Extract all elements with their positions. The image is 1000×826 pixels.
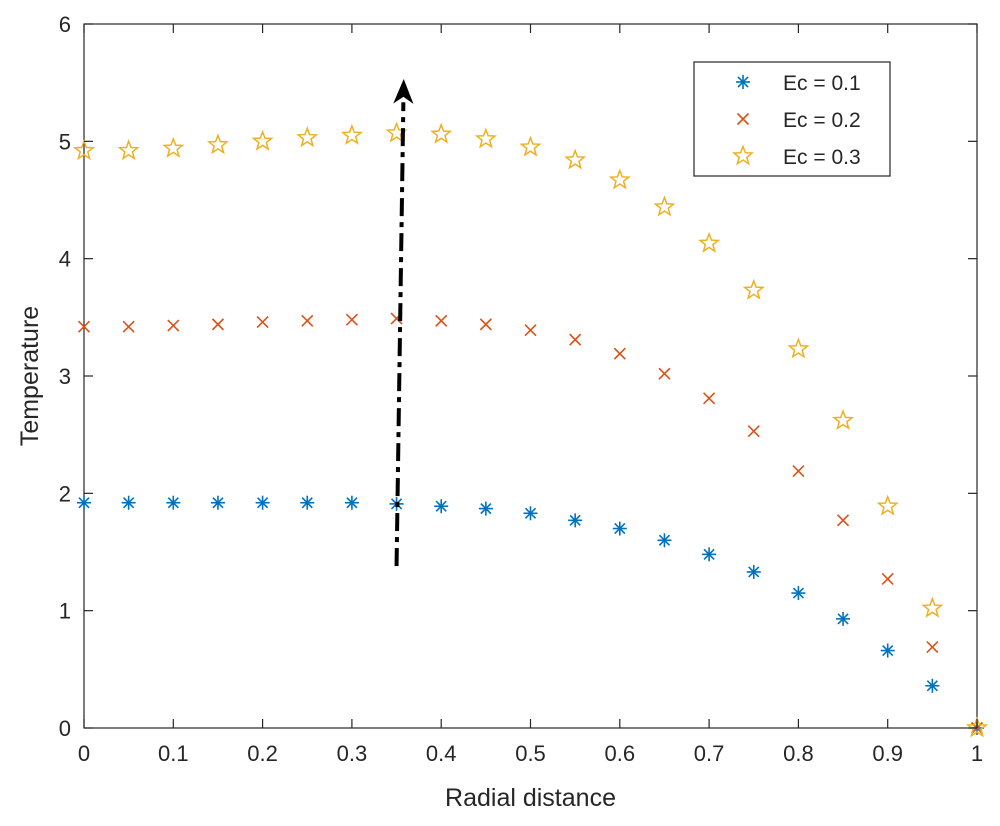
legend-marker xyxy=(731,144,755,166)
data-point xyxy=(791,586,806,601)
data-point xyxy=(430,122,453,144)
data-point xyxy=(747,425,760,438)
data-point xyxy=(478,501,493,516)
data-point xyxy=(344,495,359,510)
data-point xyxy=(926,640,939,654)
data-point xyxy=(206,133,230,155)
annotation-arrow xyxy=(393,78,414,567)
data-point xyxy=(612,521,627,536)
data-point xyxy=(519,135,542,157)
data-point xyxy=(836,611,851,626)
data-point xyxy=(881,572,894,586)
data-point xyxy=(166,495,181,510)
y-axis-label: Temperature xyxy=(16,306,44,446)
data-point xyxy=(787,337,810,359)
data-point xyxy=(474,127,497,149)
legend-marker xyxy=(736,112,750,126)
data-point xyxy=(653,195,676,217)
data-point xyxy=(698,231,721,253)
data-point xyxy=(564,148,587,170)
data-point xyxy=(965,716,989,738)
data-point xyxy=(703,392,716,405)
data-point xyxy=(77,320,91,333)
data-point xyxy=(523,506,538,521)
data-point xyxy=(876,494,899,516)
y-tick-label: 1 xyxy=(59,599,71,624)
data-point xyxy=(657,533,672,548)
x-tick-label: 0.2 xyxy=(247,741,278,766)
x-tick-label: 0 xyxy=(78,741,90,766)
x-tick-label: 0.6 xyxy=(605,741,636,766)
x-tick-label: 0.8 xyxy=(783,741,814,766)
y-tick-label: 2 xyxy=(59,481,71,506)
arrow-head xyxy=(393,78,414,104)
data-point xyxy=(296,126,319,148)
data-point xyxy=(167,319,180,332)
legend-label: Ec = 0.2 xyxy=(783,109,861,132)
data-point xyxy=(746,564,761,579)
data-point xyxy=(479,318,492,331)
data-point xyxy=(925,678,940,693)
annotation-layer xyxy=(393,78,414,567)
x-tick-label: 0.3 xyxy=(337,741,368,766)
y-tick-label: 5 xyxy=(59,129,71,154)
series-3 xyxy=(72,121,989,738)
data-point xyxy=(251,129,274,151)
data-point xyxy=(301,314,314,327)
legend-marker xyxy=(736,75,750,89)
data-point xyxy=(921,596,944,618)
x-tick-label: 0.7 xyxy=(694,741,725,766)
data-point xyxy=(434,499,449,514)
legend-item: Ec = 0.3 xyxy=(731,144,861,169)
data-point xyxy=(792,464,805,478)
x-axis-label: Radial distance xyxy=(445,784,616,812)
data-point xyxy=(162,136,185,158)
x-tick-label: 0.9 xyxy=(872,741,903,766)
x-tick-label: 0.1 xyxy=(158,741,189,766)
data-point xyxy=(613,347,626,360)
x-tick-label: 1 xyxy=(971,741,983,766)
data-point xyxy=(880,643,895,658)
y-tick-label: 0 xyxy=(59,716,71,741)
data-point xyxy=(122,320,135,333)
x-tick-label: 0.5 xyxy=(515,741,546,766)
legend: Ec = 0.1 Ec = 0.2 Ec = 0.3 xyxy=(693,61,891,177)
data-point xyxy=(255,495,270,510)
data-point xyxy=(77,495,91,510)
data-point xyxy=(831,408,855,431)
data-point xyxy=(256,315,269,329)
arrow-shaft xyxy=(394,102,406,567)
data-point xyxy=(121,495,136,510)
series-layer xyxy=(72,121,989,738)
data-point xyxy=(345,313,358,326)
y-tick-label: 4 xyxy=(59,247,71,272)
data-point xyxy=(524,324,537,337)
axes-layer: Radial distance Temperature 0 0.1 0.2 0.3 0.… xyxy=(16,12,983,812)
data-point xyxy=(300,495,315,510)
data-point xyxy=(568,513,583,528)
data-point xyxy=(702,547,717,562)
data-point xyxy=(836,514,850,527)
data-point xyxy=(117,139,140,161)
legend-label: Ec = 0.3 xyxy=(783,146,861,169)
y-tick-label: 6 xyxy=(59,12,71,37)
legend-box xyxy=(693,61,891,177)
legend-label: Ec = 0.1 xyxy=(783,72,861,95)
data-point xyxy=(340,123,363,145)
data-point xyxy=(608,168,631,190)
legend-item: Ec = 0.1 xyxy=(736,72,861,95)
data-point xyxy=(72,139,96,161)
legend-item: Ec = 0.2 xyxy=(736,109,861,132)
data-point xyxy=(211,318,225,331)
data-point xyxy=(742,278,765,300)
data-point xyxy=(569,333,582,346)
x-tick-label: 0.4 xyxy=(426,741,457,766)
data-point xyxy=(435,314,448,327)
data-point xyxy=(210,495,225,510)
data-point xyxy=(658,367,671,380)
y-tick-label: 3 xyxy=(59,364,71,389)
